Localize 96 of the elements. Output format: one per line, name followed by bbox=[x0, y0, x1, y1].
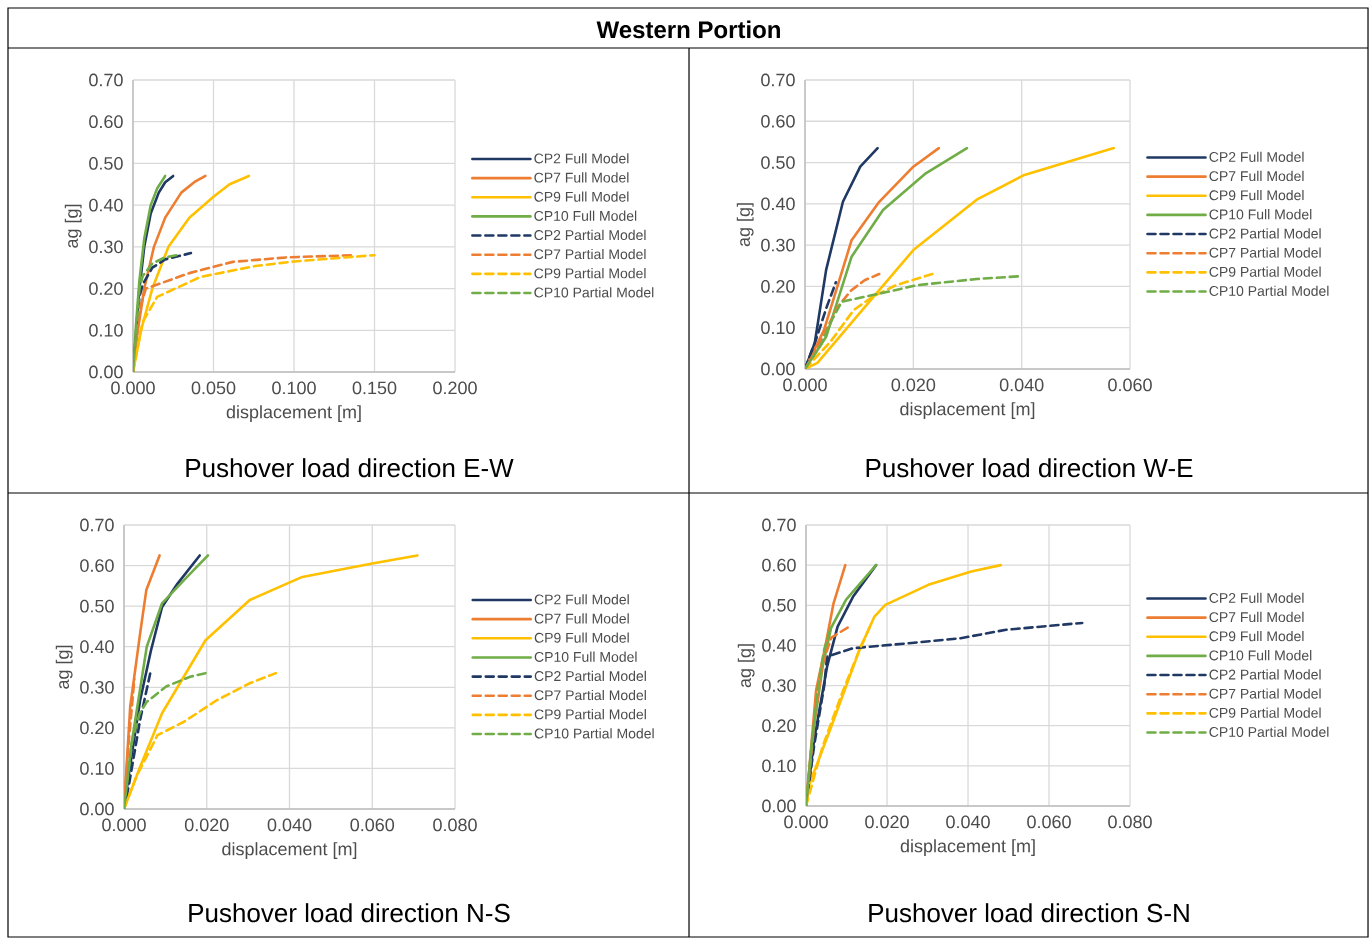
y-tick-label: 0.10 bbox=[762, 759, 796, 773]
legend-label: CP7 Full Model bbox=[534, 613, 629, 624]
x-axis-title: displacement [m] bbox=[226, 405, 361, 422]
y-tick-label: 0.20 bbox=[89, 282, 123, 295]
y-axis-title: ag [g] bbox=[55, 645, 73, 689]
legend-label: CP2 Full Model bbox=[1209, 592, 1304, 603]
y-tick-label: 0.20 bbox=[80, 721, 114, 735]
legend-label: CP2 Partial Model bbox=[534, 229, 646, 241]
legend-label: CP2 Partial Model bbox=[534, 670, 646, 682]
y-tick-label: 0.20 bbox=[761, 280, 795, 293]
x-tick-label: 0.000 bbox=[784, 815, 828, 829]
legend-label: CP9 Full Model bbox=[534, 191, 629, 202]
text: Pushover load direction W-E bbox=[866, 458, 1193, 478]
x-tick-label: 0.150 bbox=[352, 381, 397, 395]
x-tick-label: 0.020 bbox=[865, 815, 909, 829]
x-tick-label: 0.060 bbox=[350, 818, 395, 832]
y-tick-label: 0.40 bbox=[89, 198, 123, 212]
legend-label: CP10 Full Model bbox=[534, 210, 637, 221]
legend-label: CP2 Full Model bbox=[534, 153, 629, 164]
legend-label: CP9 Partial Model bbox=[534, 268, 646, 279]
x-tick-label: 0.050 bbox=[191, 381, 236, 395]
x-tick-label: 0.100 bbox=[272, 381, 316, 395]
x-tick-label: 0.040 bbox=[999, 378, 1044, 392]
x-tick-label: 0.000 bbox=[111, 381, 155, 395]
y-tick-label: 0.50 bbox=[80, 599, 114, 613]
y-tick-label: 0.60 bbox=[89, 115, 123, 129]
x-tick-label: 0.020 bbox=[184, 818, 229, 832]
legend-label: CP2 Full Model bbox=[1209, 151, 1304, 162]
legend-label: CP2 Partial Model bbox=[1209, 228, 1321, 239]
x-tick-label: 0.020 bbox=[891, 378, 936, 392]
x-tick-label: 0.000 bbox=[783, 378, 827, 392]
y-tick-label: 0.20 bbox=[762, 719, 796, 733]
y-tick-label: 0.30 bbox=[762, 679, 796, 692]
x-tick-label: 0.040 bbox=[267, 818, 312, 832]
legend-label: CP9 Partial Model bbox=[534, 709, 646, 720]
text: Pushover load direction E-W bbox=[186, 458, 514, 478]
legend-label: CP2 Partial Model bbox=[1209, 669, 1321, 680]
y-tick-label: 0.70 bbox=[89, 73, 123, 87]
y-tick-label: 0.30 bbox=[80, 680, 114, 694]
x-tick-label: 0.000 bbox=[102, 818, 146, 832]
y-tick-label: 0.40 bbox=[762, 639, 796, 652]
y-tick-label: 0.50 bbox=[89, 157, 123, 170]
y-tick-label: 0.60 bbox=[761, 114, 795, 128]
x-tick-label: 0.080 bbox=[433, 818, 477, 832]
legend-label: CP10 Full Model bbox=[534, 651, 637, 662]
x-tick-label: 0.060 bbox=[1108, 378, 1152, 392]
y-axis-title: ag [g] bbox=[737, 644, 755, 688]
y-tick-label: 0.40 bbox=[80, 640, 114, 654]
legend-label: CP9 Full Model bbox=[1209, 630, 1304, 642]
y-tick-label: 0.00 bbox=[89, 365, 123, 379]
y-tick-label: 0.60 bbox=[762, 558, 796, 572]
text: Western Portion bbox=[596, 20, 780, 39]
y-tick-label: 0.00 bbox=[762, 799, 796, 813]
legend-label: CP7 Partial Model bbox=[1209, 688, 1321, 699]
x-tick-label: 0.200 bbox=[433, 381, 477, 395]
x-axis-title: displacement [m] bbox=[222, 842, 357, 859]
x-tick-label: 0.080 bbox=[1108, 815, 1152, 829]
legend-label: CP10 Full Model bbox=[1209, 650, 1312, 661]
legend-label: CP9 Partial Model bbox=[1209, 707, 1321, 718]
y-tick-label: 0.70 bbox=[80, 518, 114, 532]
legend-label: CP7 Partial Model bbox=[534, 689, 646, 701]
legend-label: CP10 Partial Model bbox=[534, 728, 654, 739]
y-tick-label: 0.50 bbox=[762, 598, 796, 612]
legend-label: CP7 Partial Model bbox=[1209, 247, 1321, 258]
legend-label: CP2 Full Model bbox=[534, 594, 629, 605]
y-tick-label: 0.50 bbox=[761, 156, 795, 169]
legend-label: CP9 Full Model bbox=[534, 632, 629, 643]
y-tick-label: 0.00 bbox=[80, 802, 114, 816]
x-axis-title: displacement [m] bbox=[900, 839, 1035, 856]
y-tick-label: 0.10 bbox=[761, 321, 795, 335]
x-tick-label: 0.040 bbox=[946, 815, 990, 829]
legend-label: CP10 Partial Model bbox=[1209, 285, 1329, 296]
legend-label: CP7 Full Model bbox=[1209, 611, 1304, 623]
y-tick-label: 0.30 bbox=[761, 238, 795, 252]
x-tick-label: 0.060 bbox=[1027, 815, 1071, 829]
y-tick-label: 0.10 bbox=[89, 323, 123, 337]
y-tick-label: 0.30 bbox=[89, 240, 123, 254]
legend-label: CP10 Partial Model bbox=[1209, 726, 1329, 737]
y-tick-label: 0.60 bbox=[80, 559, 114, 572]
y-tick-label: 0.70 bbox=[762, 518, 796, 532]
legend-label: CP7 Full Model bbox=[1209, 170, 1304, 182]
legend-label: CP10 Partial Model bbox=[534, 287, 654, 298]
y-tick-label: 0.40 bbox=[761, 197, 795, 211]
legend-label: CP7 Partial Model bbox=[534, 248, 646, 260]
x-axis-title: displacement [m] bbox=[900, 402, 1035, 419]
y-axis-title: ag [g] bbox=[736, 203, 754, 247]
legend-label: CP9 Full Model bbox=[1209, 189, 1304, 201]
y-tick-label: 0.70 bbox=[761, 73, 795, 87]
y-tick-label: 0.10 bbox=[80, 762, 114, 775]
text: Pushover load direction S-N bbox=[869, 903, 1189, 923]
y-tick-label: 0.00 bbox=[761, 362, 795, 376]
y-axis-title: ag [g] bbox=[64, 204, 82, 248]
legend-label: CP9 Partial Model bbox=[1209, 266, 1321, 277]
legend-label: CP10 Full Model bbox=[1209, 209, 1312, 220]
legend-label: CP7 Full Model bbox=[534, 172, 629, 183]
text: Pushover load direction N-S bbox=[189, 903, 510, 923]
